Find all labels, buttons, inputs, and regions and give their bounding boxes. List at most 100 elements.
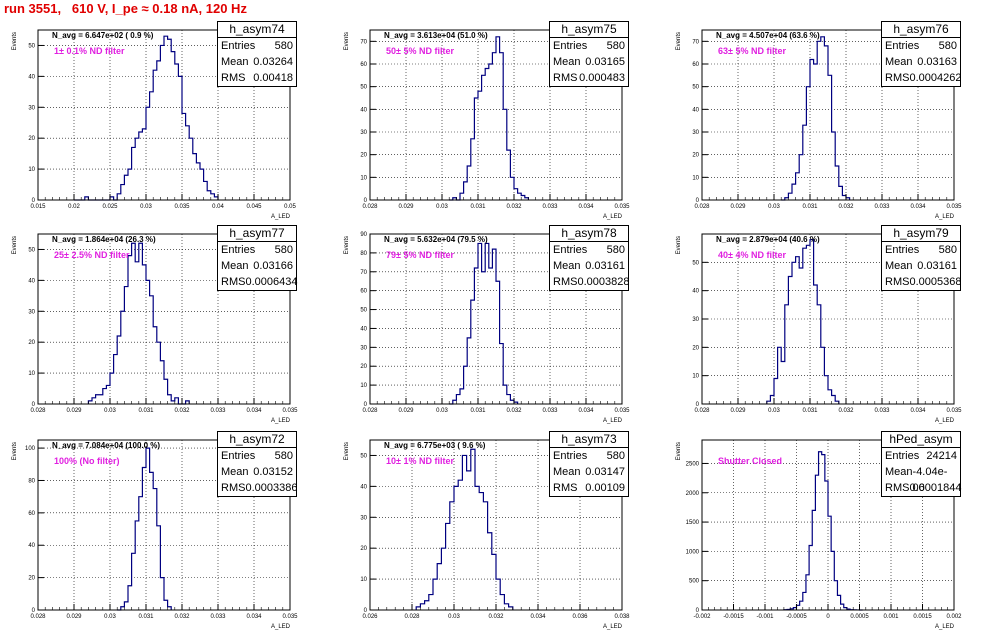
y-tick-label: 40 — [28, 278, 35, 284]
filter-label: Shutter Closed — [718, 456, 783, 466]
y-tick-label: 60 — [692, 62, 699, 68]
y-tick-label: 20 — [28, 136, 35, 142]
y-tick-label: 10 — [692, 374, 699, 380]
stats-box: h_asym75 Entries 580 Mean 0.03165 RMS 0.000483 — [549, 21, 629, 87]
x-axis-title: A_LED — [271, 418, 291, 424]
x-tick-label: 0.032 — [488, 614, 504, 620]
y-tick-label: 10 — [360, 175, 367, 181]
x-tick-label: 0.033 — [542, 204, 558, 210]
histogram-name: h_asym77 — [218, 226, 296, 242]
y-tick-label: 80 — [360, 251, 367, 257]
plot-frame — [369, 233, 623, 405]
y-tick-label: 10 — [28, 167, 35, 173]
x-tick-label: 0.0005 — [850, 614, 869, 620]
y-axis-title: Events — [12, 442, 18, 460]
stats-value: 580 — [274, 244, 293, 256]
y-tick-label: 70 — [692, 39, 699, 45]
x-tick-label: 0.035 — [614, 408, 630, 414]
x-tick-label: 0.034 — [578, 204, 594, 210]
stats-row-entries: Entries 580 — [550, 242, 628, 258]
x-tick-label: -0.001 — [756, 614, 774, 620]
histogram-panel-h_asym78: 0.028 0.029 0.03 0.031 0.032 0.033 0.034 0.035 0… — [332, 224, 664, 424]
y-axis-title: Events — [344, 442, 350, 460]
stats-row-mean: Mean 0.03166 — [218, 258, 296, 274]
y-tick-label: 20 — [28, 576, 35, 582]
stats-label: Entries — [221, 244, 256, 256]
stats-value: 580 — [606, 40, 625, 52]
stats-label: Mean — [553, 56, 581, 68]
y-tick-label: 100 — [25, 446, 36, 452]
x-tick-label: 0.03 — [436, 204, 448, 210]
y-tick-label: 60 — [360, 289, 367, 295]
stats-label: Entries — [221, 40, 256, 52]
y-tick-label: 10 — [28, 371, 35, 377]
stats-row-mean: Mean 0.03165 — [550, 54, 628, 70]
y-axis-title: Events — [12, 236, 18, 254]
y-tick-label: 20 — [28, 340, 35, 346]
stats-row-rms: RMS 0.00109 — [550, 480, 628, 496]
stats-row-mean: Mean 0.03147 — [550, 464, 628, 480]
x-tick-label: 0.034 — [578, 408, 594, 414]
x-tick-label: -0.0005 — [786, 614, 807, 620]
stats-row-entries: Entries 580 — [218, 448, 296, 464]
y-tick-label: 40 — [28, 543, 35, 549]
x-tick-label: 0.028 — [404, 614, 420, 620]
stats-label: Entries — [553, 40, 588, 52]
stats-value: 0.00109 — [585, 482, 625, 494]
x-tick-label: 0.032 — [174, 614, 190, 620]
filter-label: 40± 4% ND filter — [718, 250, 786, 260]
x-tick-label: 0.029 — [730, 204, 746, 210]
histogram-name: h_asym72 — [218, 432, 296, 448]
histogram-plot: -0.002 -0.0015 -0.001 -0.0005 0 0.0005 0.001 0.… — [676, 439, 962, 630]
stats-value: 0.03165 — [585, 56, 625, 68]
stats-label: Entries — [553, 244, 588, 256]
stats-box: h_asym72 Entries 580 Mean 0.03152 RMS 0.000338… — [217, 431, 297, 497]
stats-row-mean: Mean 0.03161 — [882, 258, 960, 274]
stats-row-mean: Mean 0.03264 — [218, 54, 296, 70]
y-tick-label: 40 — [360, 484, 367, 490]
stats-row-rms: RMS 0.0003386 — [218, 480, 297, 496]
stats-label: Mean — [885, 56, 913, 68]
navg-label: N_avg = 1.864e+04 (26.3 %) — [52, 235, 156, 244]
y-axis-title: Events — [676, 236, 682, 254]
stats-label: Mean — [553, 260, 581, 272]
y-tick-label: 50 — [360, 308, 367, 314]
stats-label: RMS — [885, 276, 910, 288]
y-tick-label: 30 — [692, 130, 699, 136]
x-tick-label: 0.015 — [30, 204, 46, 210]
stats-row-entries: Entries 580 — [218, 242, 296, 258]
stats-label: RMS — [553, 276, 578, 288]
x-tick-label: 0.032 — [838, 204, 854, 210]
x-tick-label: -0.0015 — [723, 614, 744, 620]
x-tick-label: 0.05 — [284, 204, 296, 210]
stats-label: Entries — [553, 450, 588, 462]
y-tick-label: 0 — [696, 608, 700, 614]
y-tick-label: 80 — [28, 478, 35, 484]
stats-value: 0.03147 — [585, 466, 625, 478]
stats-value: 0.03166 — [253, 260, 293, 272]
y-axis-title: Events — [344, 236, 350, 254]
x-tick-label: 0.0015 — [913, 614, 932, 620]
histogram-line — [449, 242, 519, 405]
x-tick-label: 0.033 — [210, 408, 226, 414]
y-tick-label: 0 — [364, 608, 368, 614]
y-tick-label: 90 — [360, 232, 367, 238]
histogram-line — [449, 36, 529, 201]
stats-label: RMS — [885, 72, 910, 84]
x-tick-label: 0.032 — [506, 204, 522, 210]
stats-label: Mean — [221, 260, 249, 272]
histogram-line — [117, 447, 172, 611]
y-tick-label: 0 — [696, 198, 700, 204]
navg-label: N_avg = 2.879e+04 (40.6 %) — [716, 235, 820, 244]
x-tick-label: 0.029 — [66, 614, 82, 620]
y-tick-label: 20 — [692, 345, 699, 351]
x-tick-label: 0.028 — [694, 204, 710, 210]
filter-label: 63± 5% ND filter — [718, 46, 786, 56]
filter-label: 1± 0.1% ND filter — [54, 46, 125, 56]
histogram-panel-hPed_asym: -0.002 -0.0015 -0.001 -0.0005 0 0.0005 0.001 0.… — [664, 430, 996, 630]
x-tick-label: 0.032 — [506, 408, 522, 414]
navg-label: N_avg = 6.647e+02 ( 0.9 %) — [52, 31, 154, 40]
x-tick-label: 0.031 — [470, 408, 486, 414]
y-tick-label: 30 — [360, 515, 367, 521]
x-tick-label: 0.033 — [874, 204, 890, 210]
